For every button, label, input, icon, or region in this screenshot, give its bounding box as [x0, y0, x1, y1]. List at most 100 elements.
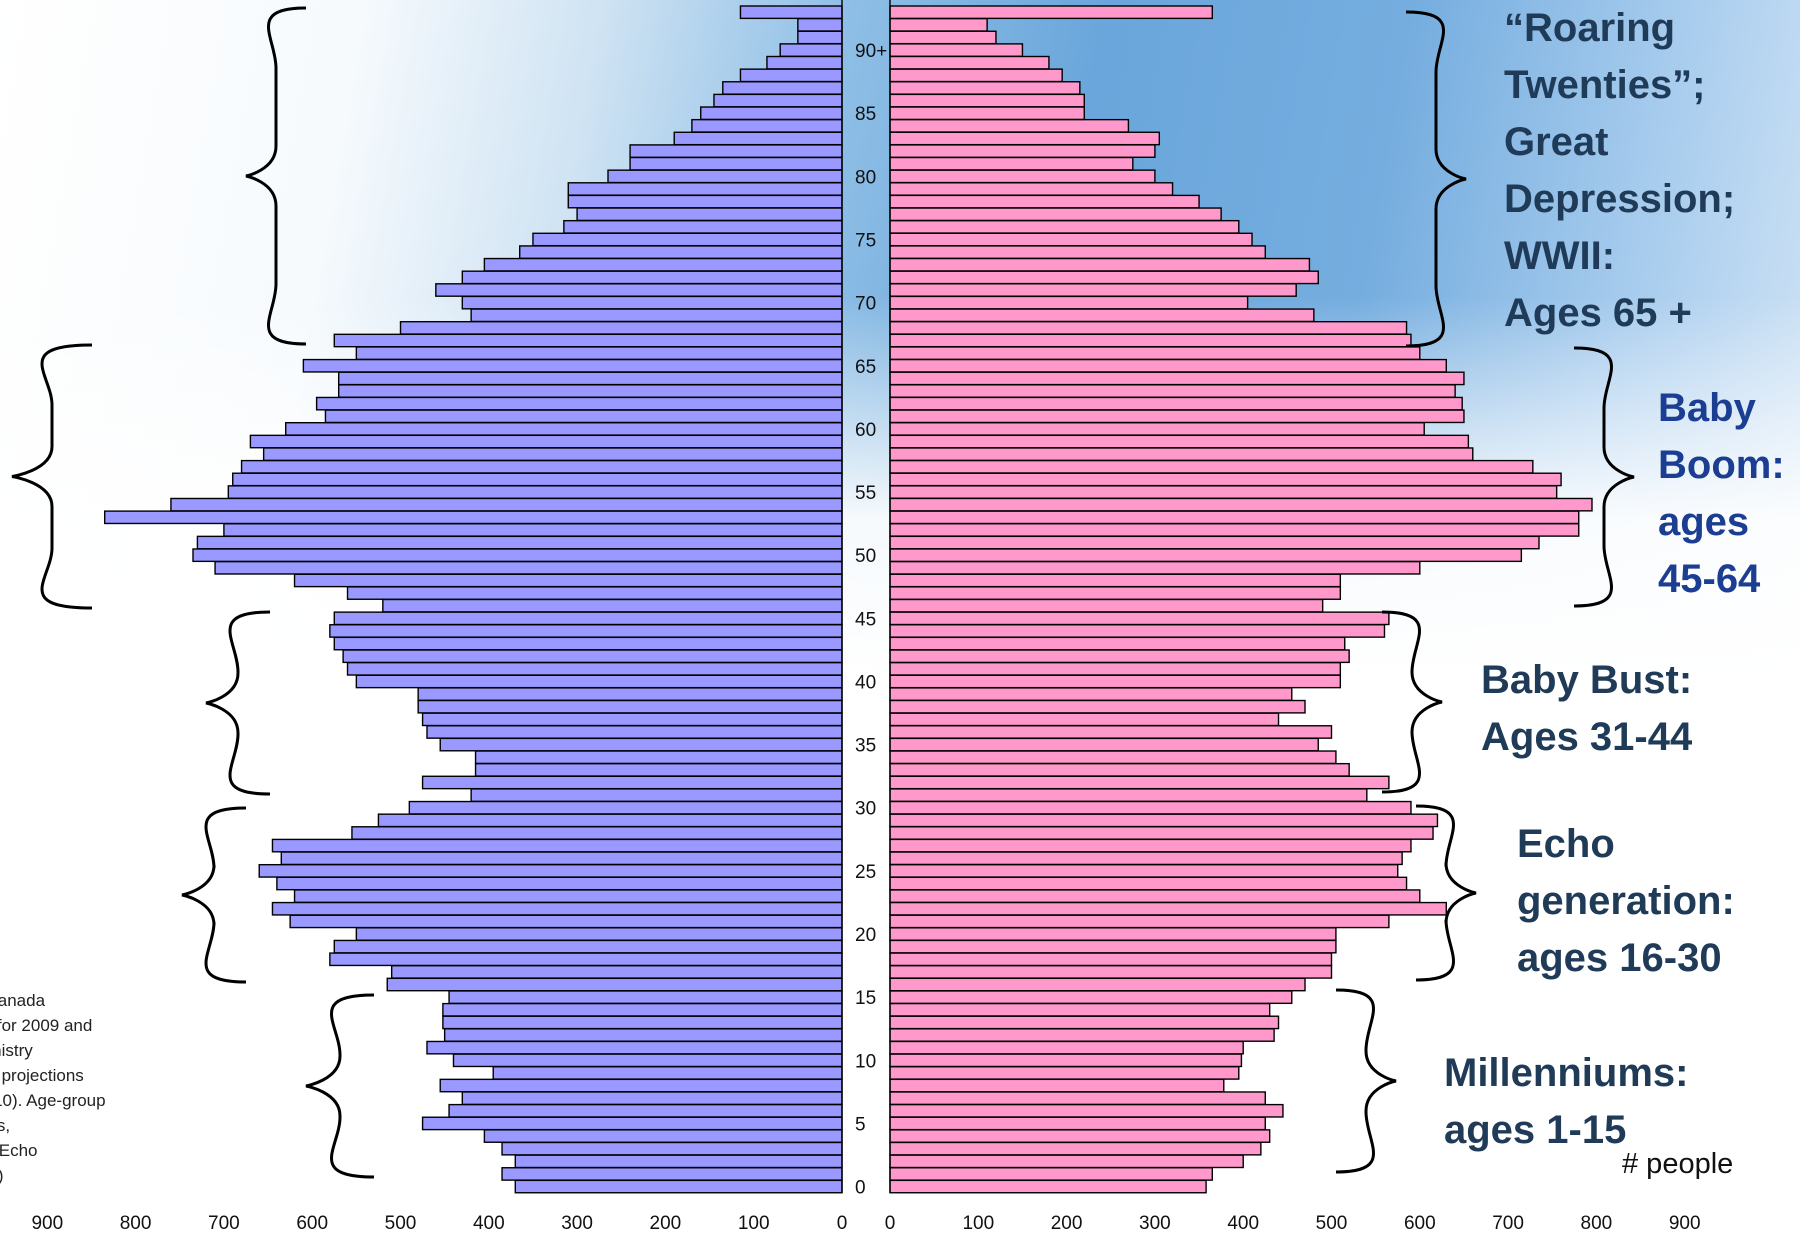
female-bar — [889, 927, 1337, 941]
male-bar — [426, 725, 843, 739]
female-bar — [889, 55, 1050, 70]
source-note-line: ics Canada — [0, 991, 46, 1010]
male-bar — [337, 371, 843, 386]
female-bar — [889, 826, 1434, 840]
female-bar — [889, 851, 1403, 866]
male-bar — [691, 118, 843, 133]
female-bar — [889, 611, 1390, 626]
female-bar — [889, 295, 1249, 310]
age-tick-label: 80 — [855, 167, 876, 188]
female-bar — [889, 5, 1213, 20]
female-bar — [889, 687, 1293, 701]
female-bar — [889, 788, 1368, 802]
male-bar — [293, 573, 843, 588]
female-bar — [889, 1154, 1244, 1169]
female-bar — [889, 750, 1337, 765]
female-bar — [889, 257, 1311, 272]
female-bar — [889, 1040, 1244, 1055]
female-bar — [889, 384, 1456, 398]
male-bar — [576, 207, 843, 222]
male-bars — [103, 5, 843, 1194]
male-bar — [439, 737, 843, 752]
female-bar — [889, 939, 1337, 954]
female-bar — [889, 560, 1421, 575]
male-bar — [285, 422, 843, 436]
male-bar — [408, 800, 843, 815]
male-bar — [386, 977, 843, 992]
female-bar — [889, 977, 1306, 992]
female-bar — [889, 1167, 1213, 1181]
age-tick-label: 75 — [855, 230, 876, 251]
x-tick-label-right: 800 — [1581, 1213, 1613, 1234]
male-bar — [739, 68, 843, 83]
male-bar — [329, 624, 843, 638]
female-bar — [889, 1103, 1284, 1118]
female-bar — [889, 68, 1063, 83]
echo-label-line: generation: — [1517, 879, 1735, 923]
male-bar — [382, 598, 843, 613]
female-bar — [889, 712, 1280, 727]
right-bracket-31-44 — [1381, 610, 1443, 794]
female-bar — [889, 320, 1408, 335]
x-tick-labels: 900 800 700 600 500 400 300 200 100 0 0 100 200 300 40… — [31, 1213, 1700, 1234]
left-bracket-65-plus — [245, 6, 307, 346]
female-bar — [889, 674, 1342, 689]
x-tick-label-left: 100 — [738, 1213, 770, 1234]
male-bar — [223, 523, 843, 537]
roaring-label-line: Great — [1504, 120, 1609, 164]
echo-label-line: ages 16-30 — [1517, 936, 1722, 980]
male-bar — [797, 17, 843, 32]
x-tick-label-right: 700 — [1492, 1213, 1524, 1234]
millenniums-label: Millenniums: ages 1-15 — [1444, 1045, 1688, 1159]
roaring-label-line: Twenties”; — [1504, 63, 1706, 107]
x-tick-label-left: 400 — [473, 1213, 505, 1234]
female-bar — [889, 270, 1319, 285]
x-tick-label-right: 900 — [1669, 1213, 1701, 1234]
source-note-line: o Ministry — [0, 1041, 33, 1060]
female-bar — [889, 1028, 1275, 1042]
female-bar — [889, 1053, 1243, 1068]
female-bar — [889, 737, 1319, 752]
male-bar — [461, 295, 843, 310]
male-bar — [258, 863, 843, 878]
male-bar — [713, 93, 843, 108]
male-bar — [567, 194, 843, 209]
male-bar — [249, 434, 843, 449]
male-bar — [700, 106, 843, 121]
female-bar — [889, 346, 1421, 361]
male-bar — [276, 876, 843, 891]
female-bar — [889, 762, 1350, 777]
male-bar — [333, 636, 843, 651]
age-tick-label: 55 — [855, 483, 876, 504]
female-bar — [889, 523, 1580, 537]
right-bracket-1-15 — [1335, 988, 1397, 1174]
male-bar — [452, 1053, 843, 1068]
left-bracket-1-15 — [305, 993, 375, 1179]
female-bar — [889, 548, 1523, 563]
x-tick-label-left: 800 — [120, 1213, 152, 1234]
male-bar — [435, 283, 843, 297]
millennium-label-line: Millenniums: — [1444, 1051, 1689, 1095]
male-bar — [766, 55, 843, 70]
female-bar — [889, 472, 1562, 487]
source-note-line: ptions, — [0, 1116, 11, 1135]
roaring-label-line: “Roaring — [1504, 6, 1676, 50]
age-tick-label: 5 — [855, 1114, 866, 1135]
female-bar — [889, 1002, 1271, 1017]
female-bar — [889, 863, 1399, 878]
left-bracket-16-30 — [181, 806, 247, 984]
source-note: ics Canada ates for 2009 and o Ministry … — [0, 988, 190, 1188]
female-bar — [889, 636, 1346, 651]
male-bar — [417, 699, 843, 714]
age-tick-label: 35 — [855, 736, 876, 757]
male-bar — [333, 939, 843, 954]
female-bar — [889, 586, 1342, 600]
x-tick-label-left: 900 — [31, 1213, 63, 1234]
baby-bust-label-line: Baby Bust: — [1481, 658, 1693, 702]
male-bar — [607, 169, 843, 184]
male-bar — [333, 333, 843, 348]
baby-boom-label-line: Boom: — [1658, 443, 1785, 487]
echo-generation-label: Echo generation: ages 16-30 — [1517, 816, 1735, 987]
male-bar — [442, 1015, 843, 1030]
